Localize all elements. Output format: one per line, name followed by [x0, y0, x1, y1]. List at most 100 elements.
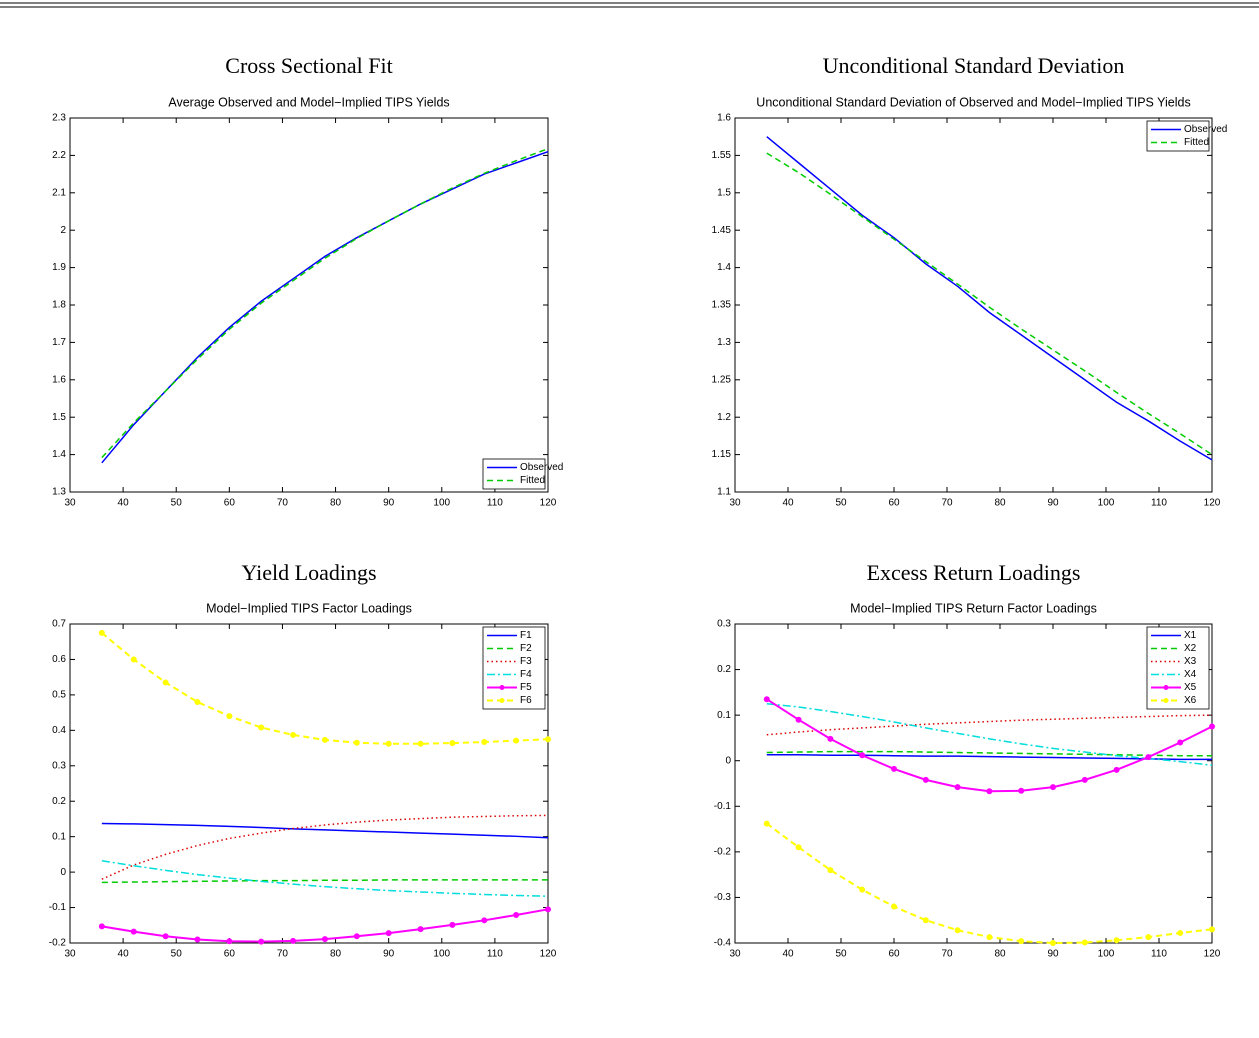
series-marker [1113, 937, 1120, 944]
x-tick-label: 30 [64, 949, 76, 960]
series-line [101, 150, 549, 464]
series-marker [513, 911, 520, 918]
panel-heading: Unconditional Standard Deviation [823, 53, 1125, 78]
y-tick-label: 0.2 [717, 664, 731, 675]
series-marker [763, 696, 770, 703]
series-line [766, 152, 1213, 456]
series-marker [1145, 934, 1152, 941]
x-tick-label: 70 [277, 949, 289, 960]
x-tick-label: 90 [383, 498, 395, 509]
x-tick-label: 110 [487, 498, 503, 509]
y-tick-label: -0.2 [49, 938, 67, 949]
x-tick-label: 90 [1047, 498, 1059, 509]
series-marker [290, 937, 297, 944]
legend-label: X2 [1184, 643, 1197, 654]
y-tick-label: 1.3 [52, 487, 66, 498]
axes [734, 117, 1213, 493]
panel-heading: Yield Loadings [241, 560, 376, 585]
y-tick-label: 1.7 [52, 337, 66, 348]
x-tick-label: 60 [888, 949, 900, 960]
legend-label: X4 [1184, 669, 1197, 680]
series-marker [922, 776, 929, 783]
x-tick-label: 50 [835, 498, 847, 509]
series-marker [417, 740, 424, 747]
x-tick-label: 80 [994, 498, 1006, 509]
x-tick-label: 60 [224, 498, 236, 509]
series-marker [258, 724, 265, 731]
series-marker [481, 739, 488, 746]
y-tick-label: 1.6 [52, 374, 66, 385]
series-marker [545, 736, 551, 743]
y-tick-label: 1.15 [712, 449, 732, 460]
series-line [766, 750, 1212, 757]
legend-label: X6 [1184, 695, 1197, 706]
x-tick-label: 50 [171, 949, 183, 960]
x-tick-label: 70 [941, 949, 953, 960]
series-line [101, 879, 548, 884]
series-marker [194, 936, 201, 943]
series-line [101, 814, 549, 880]
x-tick-label: 50 [171, 498, 183, 509]
series-line [101, 147, 549, 459]
x-tick-label: 90 [1047, 949, 1059, 960]
y-tick-label: 1.8 [52, 300, 66, 311]
panel-heading: Excess Return Loadings [867, 560, 1081, 585]
y-tick-label: 0 [725, 755, 731, 766]
legend-label: X5 [1184, 682, 1197, 693]
y-tick-label: 2.2 [52, 150, 66, 161]
y-tick-label: 1.4 [52, 449, 66, 460]
legend-label: Fitted [520, 475, 545, 486]
legend-label: Fitted [1184, 137, 1209, 148]
series-marker [795, 844, 802, 851]
series-marker [481, 917, 488, 924]
x-tick-label: 120 [540, 949, 557, 960]
legend-label: Observed [1184, 124, 1227, 135]
y-tick-label: 1.25 [712, 374, 732, 385]
axes [69, 117, 549, 493]
legend-label: F1 [520, 630, 532, 641]
series-marker [1018, 938, 1025, 945]
series-marker [859, 752, 866, 759]
series-marker [954, 784, 961, 791]
series-marker [827, 735, 834, 742]
y-tick-label: 0.1 [717, 710, 731, 721]
series-marker [258, 938, 265, 945]
legend-box [1146, 120, 1210, 152]
series-marker [353, 933, 360, 940]
series-marker [859, 886, 866, 893]
y-tick-label: 0.5 [52, 690, 66, 701]
series-marker [986, 934, 993, 941]
y-tick-label: -0.2 [714, 846, 732, 857]
x-tick-label: 110 [1151, 949, 1167, 960]
x-tick-label: 80 [330, 498, 342, 509]
series-marker [513, 737, 520, 744]
legend-label: F5 [520, 682, 532, 693]
series-marker [795, 716, 802, 723]
x-tick-label: 80 [330, 949, 342, 960]
x-tick-label: 40 [118, 949, 130, 960]
series-marker [98, 923, 105, 930]
legend-box [482, 626, 546, 710]
y-tick-label: 1.9 [52, 262, 66, 273]
series-marker [545, 906, 551, 913]
series-marker [1050, 784, 1056, 791]
x-tick-label: 100 [433, 949, 450, 960]
legend-label: X1 [1184, 630, 1197, 641]
y-tick-label: 2.1 [52, 187, 66, 198]
series-marker [353, 739, 360, 746]
series-marker [290, 731, 297, 738]
series-marker [891, 765, 897, 772]
x-tick-label: 100 [433, 498, 450, 509]
series-marker [130, 928, 137, 935]
series-marker [922, 917, 929, 924]
x-tick-label: 50 [835, 949, 847, 960]
legend-swatch-marker [1163, 685, 1169, 690]
series-marker [226, 713, 233, 720]
series-marker [385, 740, 392, 747]
y-tick-label: -0.1 [714, 801, 732, 812]
legend-label: X3 [1184, 656, 1197, 667]
y-tick-label: 0.3 [717, 619, 731, 630]
x-tick-label: 60 [888, 498, 900, 509]
series-line [101, 822, 549, 839]
